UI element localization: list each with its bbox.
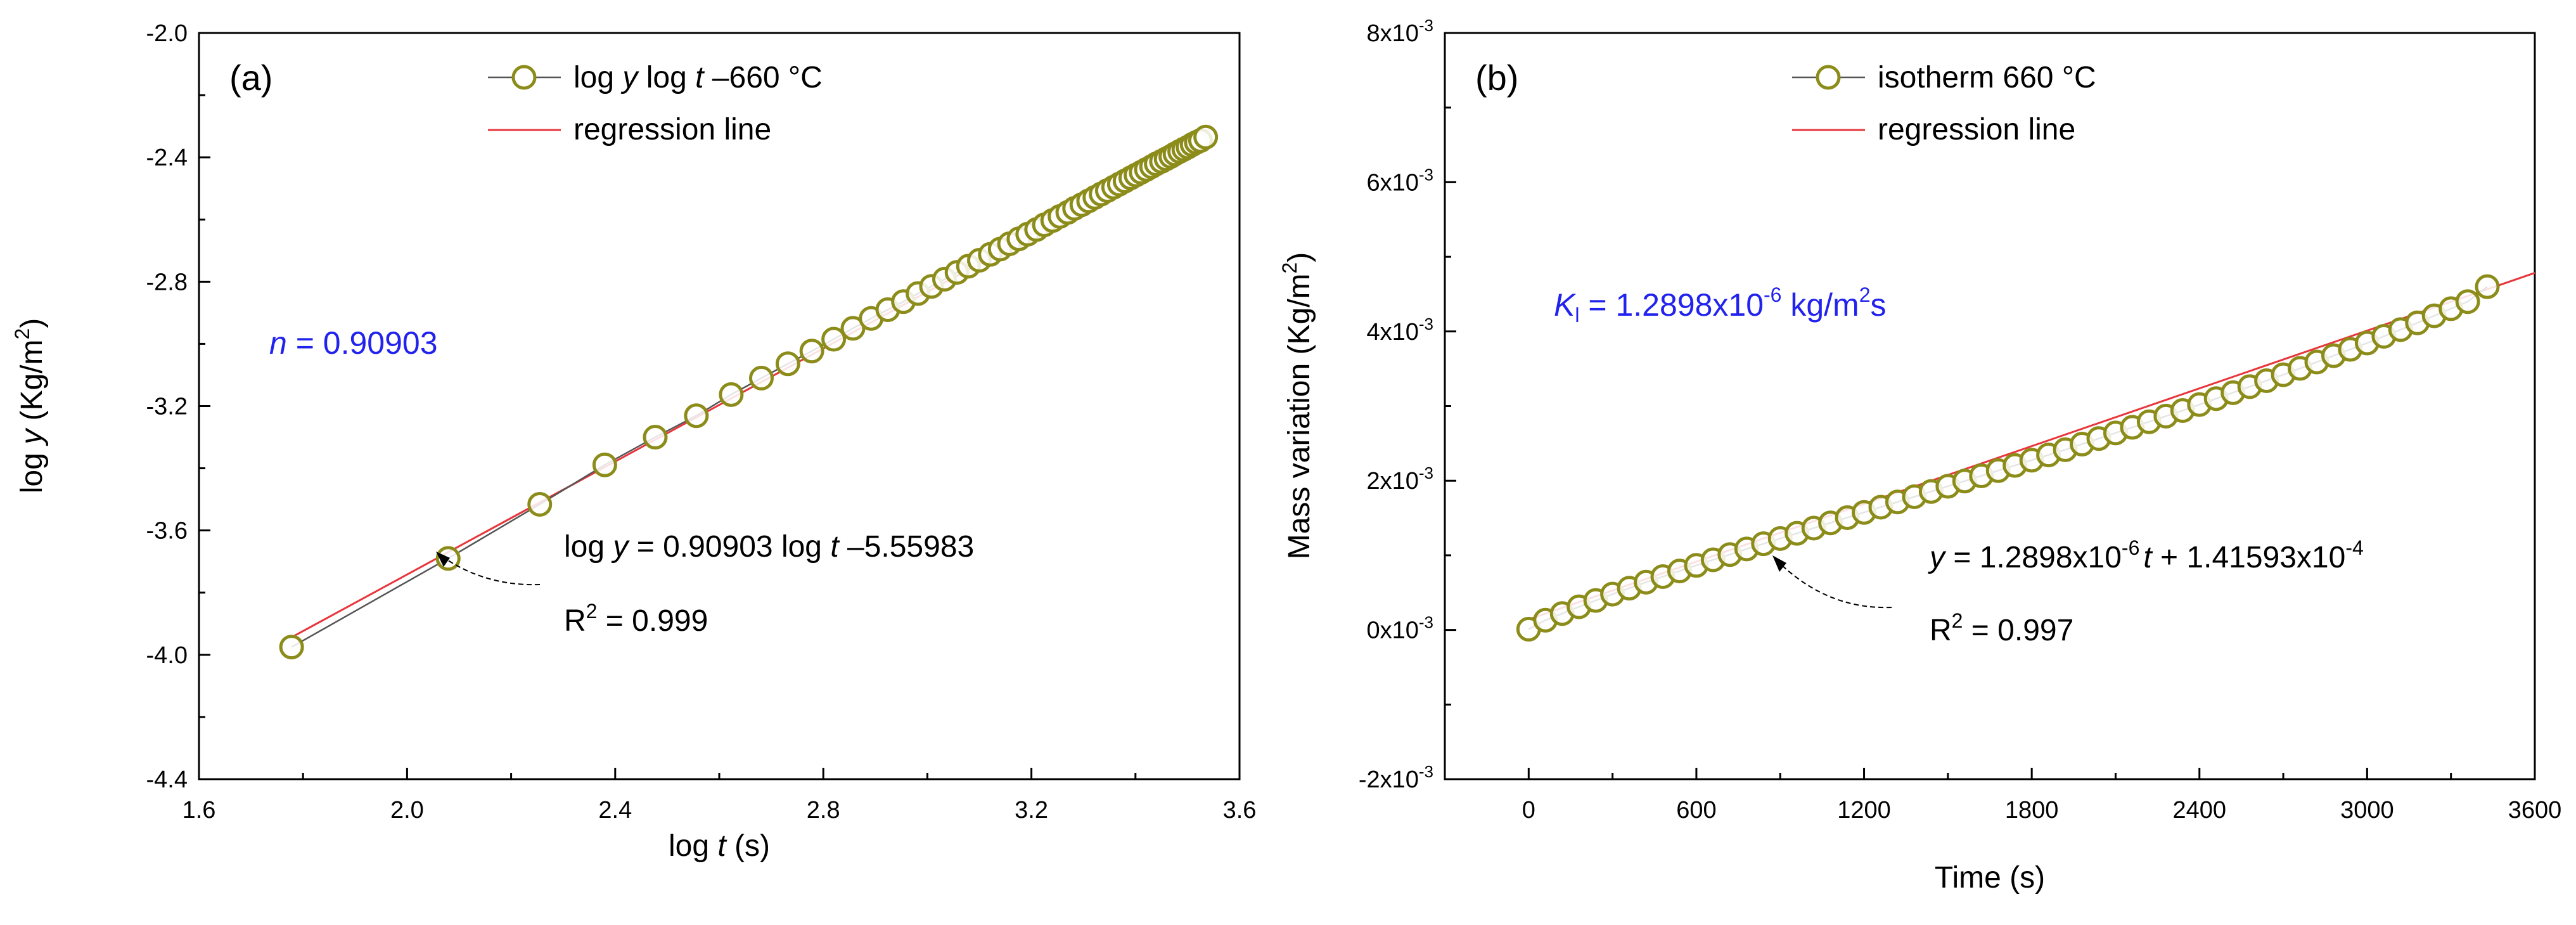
data-point — [684, 403, 709, 429]
panel-a: 1.6 2.0 2.4 2.8 3.2 3.6 -4.4-4.0-3.6-3.2-2.8-… — [11, 20, 1256, 863]
x-tick-label: 3.2 — [1015, 797, 1048, 824]
panel-b-series-group — [1516, 274, 2500, 642]
y-tick-label: 6x10-3 — [1366, 165, 1433, 196]
panel-a-legend: log y log t –660 °C regression line — [488, 61, 823, 146]
panel-a-label: (a) — [229, 58, 272, 98]
x-tick-label: 1200 — [1837, 797, 1891, 824]
panel-b-y-ticks: -2x10-3 0x10-3 2x10-3 4x10-3 6x10-3 8x10-3 — [1359, 16, 1456, 793]
y-tick-label: -2.0 — [146, 20, 188, 47]
x-tick-label: 2400 — [2172, 797, 2226, 824]
y-tick-label: -2.4 — [146, 145, 188, 171]
panel-a-series-group — [279, 124, 1219, 660]
y-tick-label: -3.2 — [146, 394, 188, 420]
y-tick-label: -4.0 — [146, 642, 188, 669]
panel-b-x-axis-title: Time (s) — [1935, 861, 2045, 895]
data-point — [643, 425, 668, 450]
data-point — [2455, 289, 2480, 314]
panel-a-legend-series-label: log y log t –660 °C — [574, 61, 823, 94]
data-point — [775, 351, 800, 377]
x-tick-label: 2.4 — [598, 797, 632, 824]
panel-a-annotation-arrowhead — [436, 552, 450, 567]
panel-a-legend-regression-label: regression line — [574, 113, 771, 146]
x-tick-label: 1.6 — [183, 797, 216, 824]
panel-a-y-ticks: -4.4 -4.0 -3.6 -3.2 -2.8 -2.4 -2.0 — [146, 20, 210, 793]
x-tick-label: 2.0 — [390, 797, 424, 824]
panel-a-legend-marker — [511, 65, 537, 90]
data-point — [527, 491, 553, 517]
data-point — [2475, 274, 2500, 299]
data-point — [799, 339, 824, 364]
panel-b-legend: isotherm 660 °C regression line — [1792, 61, 2096, 146]
panel-b-equation: y = 1.2898x10-6 t + 1.41593x10-4 — [1928, 536, 2364, 574]
panel-b-annotation-arrowhead — [1772, 555, 1786, 572]
panel-b-annotation-arrow — [1774, 557, 1892, 609]
x-tick-label: 0 — [1522, 797, 1535, 824]
panel-b-r-squared: R2 = 0.997 — [1930, 609, 2073, 647]
x-tick-label: 3000 — [2340, 797, 2394, 824]
x-tick-label: 3.6 — [1223, 797, 1257, 824]
y-tick-label: -2x10-3 — [1359, 762, 1433, 793]
panel-a-x-axis-title: log t (s) — [669, 829, 770, 863]
panel-a-y-axis-title: log y (Kg/m2) — [11, 318, 49, 494]
data-point — [592, 452, 617, 477]
y-tick-label: 2x10-3 — [1366, 463, 1433, 495]
panel-b-legend-regression-label: regression line — [1878, 113, 2075, 146]
y-tick-label: -3.6 — [146, 518, 188, 545]
x-tick-label: 3600 — [2508, 797, 2562, 824]
panel-a-r-squared: R2 = 0.999 — [564, 600, 708, 638]
y-tick-label: 8x10-3 — [1366, 16, 1433, 47]
panel-b-x-ticks: 0 600 1200 1800 2400 3000 3600 — [1522, 768, 2562, 824]
data-point — [840, 316, 866, 341]
panel-b-label: (b) — [1475, 58, 1518, 98]
x-tick-label: 1800 — [2005, 797, 2059, 824]
data-point — [719, 382, 744, 407]
data-point — [279, 635, 304, 660]
panel-b-k-value: Kl = 1.2898x10-6 kg/m2s — [1554, 283, 1887, 327]
data-point — [821, 327, 847, 352]
data-point — [749, 365, 774, 391]
data-point — [1193, 124, 1219, 150]
panel-b: 0 600 1200 1800 2400 3000 3600 -2x10-3 0x10-3 2x… — [1278, 16, 2561, 895]
panel-b-y-axis-title: Mass variation (Kg/m2) — [1278, 252, 1316, 560]
panel-b-legend-series-label: isotherm 660 °C — [1878, 61, 2096, 94]
panel-b-legend-marker — [1816, 65, 1841, 90]
x-tick-label: 2.8 — [807, 797, 840, 824]
y-tick-label: -2.8 — [146, 269, 188, 295]
panel-a-x-ticks: 1.6 2.0 2.4 2.8 3.2 3.6 — [183, 768, 1257, 824]
panel-a-n-value: n = 0.90903 — [269, 325, 438, 361]
y-tick-label: 4x10-3 — [1366, 314, 1433, 346]
y-tick-label: 0x10-3 — [1366, 613, 1433, 644]
y-tick-label: -4.4 — [146, 767, 188, 793]
panel-a-equation: log y = 0.90903 log t –5.55983 — [564, 530, 974, 564]
x-tick-label: 600 — [1676, 797, 1716, 824]
